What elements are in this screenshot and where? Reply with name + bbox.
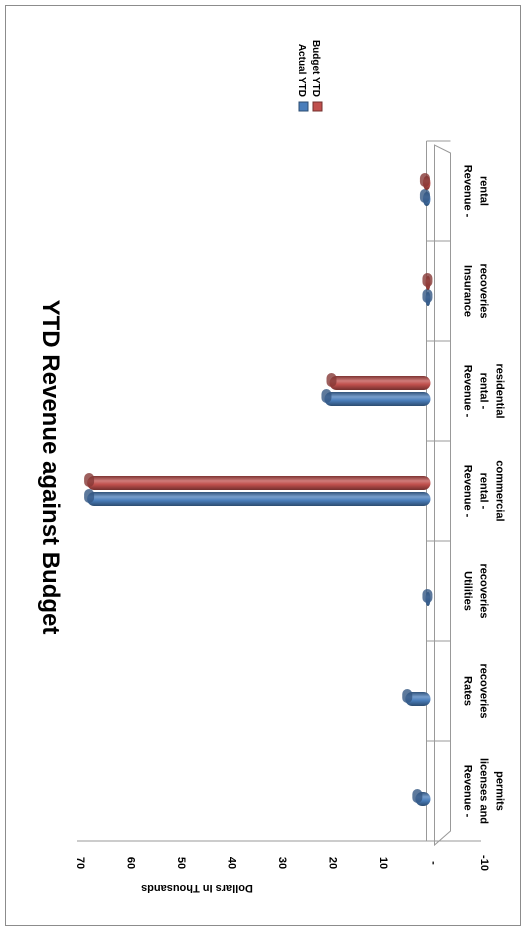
y-tick-label: 20: [327, 857, 339, 869]
bar-cap: [419, 173, 430, 187]
bar-body: [87, 476, 431, 490]
category-label: commercial: [494, 460, 506, 521]
y-axis-label: Dollars In Thousands: [141, 882, 253, 894]
bar-cap: [422, 589, 433, 603]
bar-cap: [84, 489, 95, 503]
bar-cap: [402, 689, 413, 703]
chart-title: YTD Revenue against Budget: [37, 300, 64, 635]
bar-actual-ytd: [422, 589, 433, 606]
category-label: recoveries: [478, 663, 490, 718]
y-tick-label: 30: [276, 857, 288, 869]
category-label: Revenue -: [462, 465, 474, 518]
bar-actual-ytd: [84, 489, 431, 506]
bar-actual-ytd: [419, 189, 431, 206]
category-label: rental -: [478, 473, 490, 510]
category-label: Revenue -: [462, 765, 474, 818]
legend-label: Budget YTD: [310, 40, 321, 97]
bar-chart: YTD Revenue against Budget Dollars In Tho…: [37, 40, 506, 894]
category-label: recoveries: [478, 563, 490, 618]
category-label: recoveries: [478, 263, 490, 318]
legend-label: Actual YTD: [296, 44, 307, 97]
bar-cap: [84, 473, 95, 487]
category-label: Revenue -: [462, 365, 474, 418]
bar-body: [87, 492, 431, 506]
bar-cap: [422, 273, 433, 287]
bar-body: [329, 376, 431, 390]
y-tick-label: 40: [226, 857, 238, 869]
bar-budget-ytd: [84, 473, 431, 490]
category-label: rental -: [478, 373, 490, 410]
category-label: permits: [494, 771, 506, 811]
bar-cap: [326, 373, 337, 387]
category-label: Utilities: [462, 571, 474, 611]
category-label: Insurance: [462, 265, 474, 317]
y-tick-label: 50: [175, 857, 187, 869]
y-tick-label: -: [428, 861, 440, 865]
bar-cap: [321, 389, 332, 403]
y-tick-label: 70: [74, 857, 86, 869]
category-label: licenses and: [478, 758, 490, 824]
bar-cap: [422, 289, 433, 303]
bar-actual-ytd: [422, 289, 433, 306]
legend-swatch: [298, 101, 309, 112]
bar-cap: [419, 189, 430, 203]
y-tick-label: 60: [125, 857, 137, 869]
bar-budget-ytd: [326, 373, 431, 390]
y-tick-label: -10: [478, 855, 490, 871]
bar-budget-ytd: [422, 273, 433, 290]
category-label: Rates: [462, 676, 474, 706]
chart-frame: YTD Revenue against Budget Dollars In Tho…: [5, 5, 521, 926]
bar-actual-ytd: [321, 389, 431, 406]
bar-actual-ytd: [402, 689, 431, 706]
category-label: residential: [494, 363, 506, 418]
bar-body: [324, 392, 431, 406]
legend-swatch: [312, 101, 323, 112]
bar-cap: [412, 789, 423, 803]
y-tick-label: 10: [377, 857, 389, 869]
category-label: rental: [478, 176, 490, 206]
bar-actual-ytd: [412, 789, 431, 806]
bar-budget-ytd: [419, 173, 431, 190]
category-label: Revenue -: [462, 165, 474, 218]
category-axis-floor: [434, 144, 451, 847]
